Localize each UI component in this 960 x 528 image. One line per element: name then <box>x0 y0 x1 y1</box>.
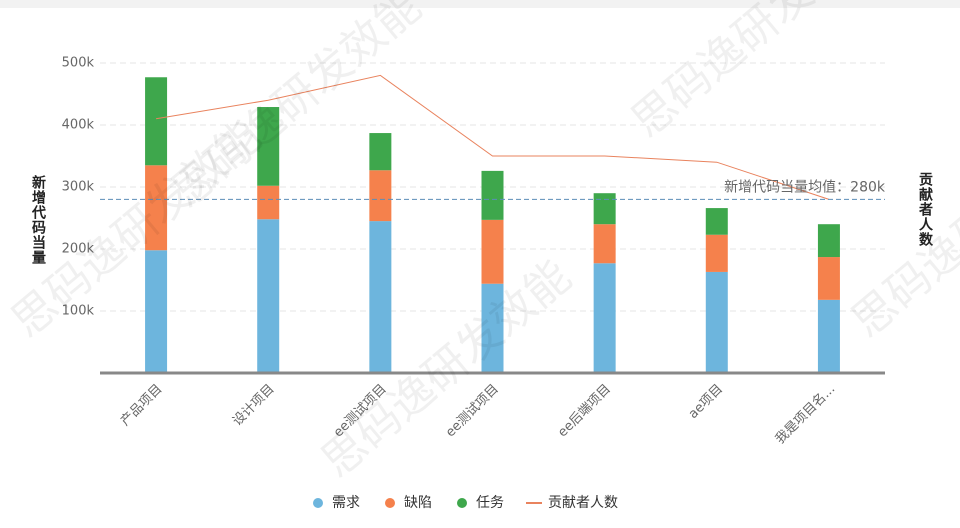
bar-segment <box>369 221 392 373</box>
x-tick-label: 我是项目名... <box>772 381 838 447</box>
bar-segment <box>481 283 504 373</box>
bar-segment <box>145 250 168 373</box>
bar-segment <box>369 133 392 171</box>
legend-label[interactable]: 需求 <box>332 495 360 511</box>
bar-segment <box>705 234 728 272</box>
y-tick-label: 400k <box>62 118 95 133</box>
bar-segment <box>257 219 280 373</box>
bar-segment <box>145 77 168 166</box>
legend-label[interactable]: 任务 <box>476 495 504 511</box>
mean-label: 新增代码当量均值：280k <box>724 179 886 195</box>
bar-segment <box>705 208 728 235</box>
bar-segment <box>257 107 280 186</box>
legend-swatch <box>457 498 467 508</box>
legend-swatch <box>385 498 395 508</box>
bar-segment <box>705 271 728 373</box>
top-strip <box>0 0 960 8</box>
watermark: 思码逸研发效能 <box>312 251 581 488</box>
watermark: 思码逸研发效能 <box>842 111 960 348</box>
y-tick-label: 500k <box>62 56 95 71</box>
bar-segment <box>817 299 840 373</box>
y-tick-label: 100k <box>62 304 95 319</box>
x-tick-label: 设计项目 <box>230 382 277 429</box>
x-tick-label: ee后端项目 <box>555 382 614 441</box>
legend-label[interactable]: 贡献者人数 <box>548 495 618 511</box>
bar-segment <box>369 170 392 222</box>
bar-segment <box>481 170 504 220</box>
x-tick-label: 产品项目 <box>118 382 165 429</box>
line-series <box>155 74 830 200</box>
bar-segment <box>817 224 840 258</box>
bar-segment <box>817 257 840 300</box>
legend-label[interactable]: 缺陷 <box>404 495 432 511</box>
y-tick-label: 200k <box>62 242 95 257</box>
y2-axis-title: 贡献者人数 <box>917 172 933 247</box>
bar-segment <box>257 185 280 220</box>
legend-swatch <box>313 498 323 508</box>
y-tick-label: 300k <box>62 180 95 195</box>
bar-segment <box>145 165 168 251</box>
bar-segment <box>593 263 616 373</box>
y-axis-title: 新增代码当量 <box>30 174 47 265</box>
bar-segment <box>481 219 504 284</box>
bar-segment <box>593 224 616 264</box>
bar-segment <box>593 193 616 225</box>
x-tick-label: ae项目 <box>686 382 726 422</box>
